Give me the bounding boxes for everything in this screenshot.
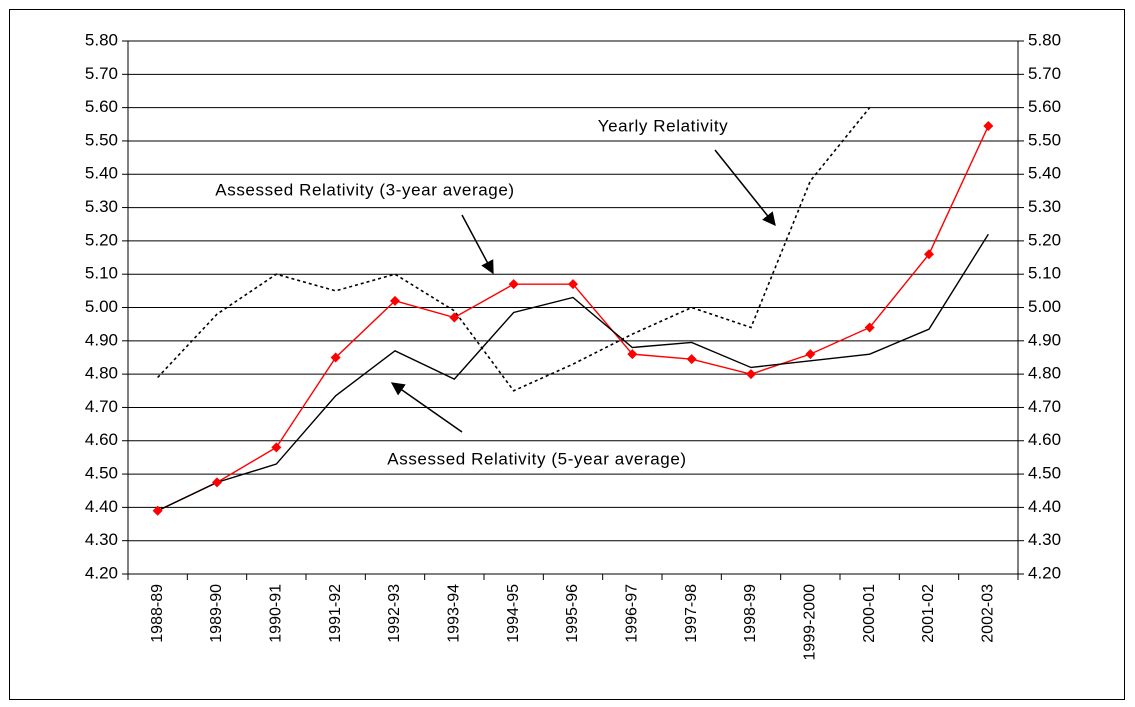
y2-tick-label: 5.00	[1028, 297, 1061, 316]
x-tick-label: 1996-97	[624, 584, 641, 643]
y2-tick-label: 4.80	[1028, 364, 1061, 383]
x-tick-label: 1988-89	[149, 584, 166, 643]
y2-tick-label: 5.60	[1028, 97, 1061, 116]
x-tick-label: 1999-2000	[802, 584, 819, 661]
y2-tick-label: 4.30	[1028, 530, 1061, 549]
y2-tick-label: 4.20	[1028, 563, 1061, 582]
x-tick-label: 1993-94	[446, 584, 463, 643]
y-tick-label: 4.50	[85, 464, 118, 483]
point-marker	[983, 120, 994, 131]
y-tick-label: 4.20	[85, 563, 118, 582]
point-marker	[152, 505, 163, 516]
series-line	[157, 107, 871, 392]
x-tick-label: 1990-91	[268, 584, 285, 643]
y-tick-label: 5.10	[85, 264, 118, 283]
y2-tick-label: 5.30	[1028, 197, 1061, 216]
annotation: Assessed Relativity (3-year average)	[215, 180, 514, 199]
y2-tick-label: 4.60	[1028, 430, 1061, 449]
y2-tick-label: 4.50	[1028, 464, 1061, 483]
y-tick-label: 4.40	[85, 497, 118, 516]
x-tick-label: 1991-92	[327, 584, 344, 643]
point-marker	[212, 477, 222, 488]
point-marker	[864, 322, 875, 333]
y-tick-label: 4.90	[85, 330, 118, 349]
point-marker	[330, 352, 341, 363]
x-tick-label: 1989-90	[208, 584, 225, 643]
point-marker	[449, 312, 460, 323]
x-tick-label: 1992-93	[386, 584, 403, 643]
point-marker	[627, 349, 638, 360]
x-tick-label: 1994-95	[505, 584, 522, 643]
y2-tick-label: 4.70	[1028, 397, 1061, 416]
point-marker	[508, 279, 519, 290]
y-tick-label: 5.00	[85, 297, 118, 316]
point-marker	[390, 295, 400, 306]
x-tick-label: 2000-01	[861, 584, 878, 643]
y2-tick-label: 4.90	[1028, 330, 1061, 349]
y2-tick-label: 5.10	[1028, 264, 1061, 283]
y-tick-label: 5.30	[85, 197, 118, 216]
y-tick-label: 4.60	[85, 430, 118, 449]
y2-tick-label: 4.40	[1028, 497, 1061, 516]
frame	[9, 9, 1125, 700]
annotation-arrow	[390, 382, 463, 433]
x-tick-label: 2001-02	[920, 584, 937, 643]
x-tick-label: 1995-96	[564, 584, 581, 643]
x-tick-label: 1997-98	[683, 584, 700, 643]
point-marker	[568, 279, 578, 290]
annotation-arrow	[714, 149, 776, 227]
annotation-bg	[207, 176, 523, 204]
y2-tick-label: 5.50	[1028, 130, 1061, 149]
point-marker	[805, 349, 816, 360]
y2-tick-label: 5.70	[1028, 64, 1061, 83]
point-marker	[686, 354, 697, 365]
annotation: Assessed Relativity (5-year average)	[387, 449, 686, 468]
point-marker	[746, 369, 756, 380]
y-tick-label: 5.80	[85, 30, 118, 49]
annotation-bg	[589, 112, 737, 140]
y-tick-label: 5.40	[85, 164, 118, 183]
y2-tick-label: 5.80	[1028, 30, 1061, 49]
y-tick-label: 5.20	[85, 230, 118, 249]
y-tick-label: 4.70	[85, 397, 118, 416]
x-tick-label: 2002-03	[980, 584, 997, 643]
y-tick-label: 5.50	[85, 130, 118, 149]
y-tick-label: 5.70	[85, 64, 118, 83]
y-tick-label: 4.80	[85, 364, 118, 383]
y-tick-label: 4.30	[85, 530, 118, 549]
annotation-bg	[379, 445, 695, 473]
y2-tick-label: 5.40	[1028, 164, 1061, 183]
y2-tick-label: 5.20	[1028, 230, 1061, 249]
annotation: Yearly Relativity	[598, 116, 729, 135]
x-tick-label: 1998-99	[742, 584, 759, 643]
y-tick-label: 5.60	[85, 97, 118, 116]
point-marker	[924, 249, 934, 260]
point-marker	[271, 442, 282, 453]
series-line	[157, 233, 989, 512]
annotation-arrow	[461, 214, 494, 275]
